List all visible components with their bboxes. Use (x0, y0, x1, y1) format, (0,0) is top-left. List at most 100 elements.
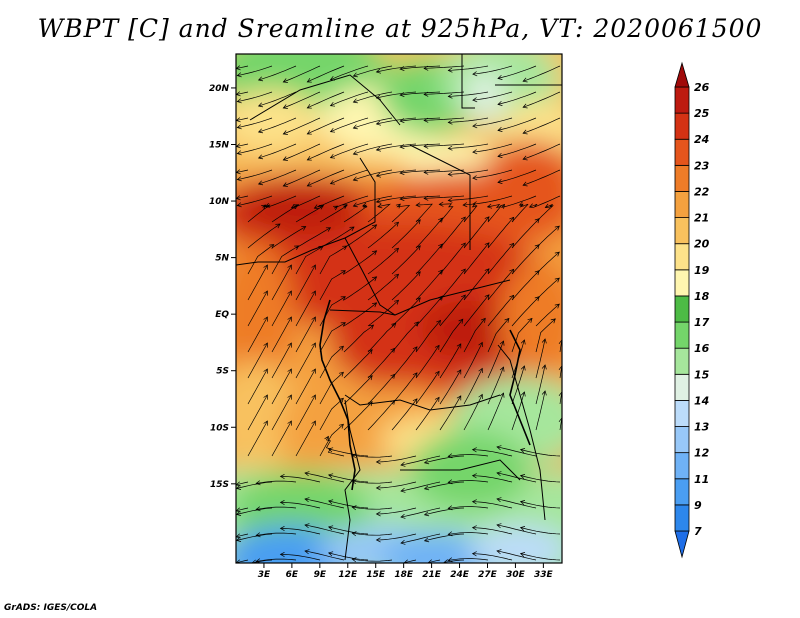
streamline (295, 264, 316, 301)
streamline (448, 91, 489, 97)
streamline-arrow (352, 72, 358, 78)
streamline (353, 65, 393, 77)
streamline-arrow (496, 497, 502, 503)
streamline-arrow (413, 321, 419, 327)
streamline-arrow (352, 150, 358, 156)
streamline (367, 299, 399, 327)
x-axis: 3E 6E 9E 12E 15E 18E 21E 24E 27E 30E 33E (258, 563, 554, 580)
streamline (367, 374, 395, 405)
streamline-arrow (349, 226, 355, 232)
streamline-arrow (471, 525, 477, 531)
streamline (295, 420, 316, 457)
streamline-arrow (236, 202, 242, 208)
streamline-arrow (486, 203, 493, 209)
streamline (295, 368, 316, 405)
streamline (236, 195, 249, 199)
streamline (391, 346, 418, 379)
streamline (463, 268, 490, 301)
streamline-arrow (328, 525, 334, 531)
streamline-arrow (554, 251, 560, 257)
streamline-arrow (263, 368, 268, 374)
streamline-arrow (290, 203, 297, 209)
streamline-arrow (522, 181, 528, 187)
x-tick-label: 9E (314, 570, 327, 580)
streamline (236, 481, 249, 486)
colorbar-label: 21 (694, 212, 709, 225)
streamline-arrow (394, 273, 400, 279)
streamline (439, 369, 462, 405)
streamline-arrow (394, 221, 400, 227)
colorbar-bin (674, 86, 690, 114)
streamline (439, 268, 466, 301)
streamline (500, 195, 537, 209)
streamline (391, 203, 411, 223)
colorbar-label: 26 (694, 81, 710, 94)
streamline (535, 203, 554, 223)
streamline (343, 250, 377, 275)
streamline (367, 273, 399, 301)
streamline-arrow (471, 447, 477, 453)
streamline (304, 498, 345, 509)
colorbar-label: 15 (694, 368, 710, 381)
streamline (343, 324, 374, 353)
streamline-arrow (497, 101, 503, 106)
streamline-arrow (329, 153, 336, 159)
streamline (496, 550, 537, 561)
streamline (428, 559, 441, 563)
streamline (236, 533, 273, 541)
streamline (472, 449, 513, 457)
streamline (330, 91, 369, 107)
streamline-arrow (294, 245, 300, 250)
streamline-arrow (325, 227, 332, 232)
streamline-arrow (399, 66, 405, 72)
streamline (319, 423, 344, 457)
streamline (487, 243, 514, 275)
streamline (496, 446, 537, 457)
streamline (247, 264, 268, 301)
streamline-arrow (352, 124, 358, 130)
streamline-arrow (257, 154, 264, 160)
streamline (271, 394, 292, 431)
streamline-arrow (522, 103, 528, 109)
colorbar-bin (674, 347, 690, 375)
streamline (343, 375, 373, 405)
streamline-arrow (306, 181, 312, 187)
streamline (391, 372, 418, 405)
streamline-arrow (423, 169, 429, 175)
streamline (520, 501, 561, 509)
streamline-arrow (399, 118, 405, 124)
streamline (236, 559, 249, 563)
streamline-arrow (423, 459, 430, 465)
streamline (487, 203, 502, 223)
x-tick-label: 33E (534, 570, 554, 580)
streamline (472, 65, 513, 75)
colorbar-label: 9 (694, 499, 702, 512)
streamline-arrow (499, 366, 505, 372)
grads-credit: GrADS: IGES/COLA (4, 603, 98, 613)
streamline-arrow (400, 513, 406, 519)
streamline (497, 117, 537, 131)
streamline (511, 270, 540, 301)
streamline-arrow (438, 201, 444, 207)
streamline (400, 195, 441, 200)
streamline-arrow (263, 394, 268, 400)
streamline-arrow (375, 459, 381, 465)
streamline-arrow (257, 128, 264, 134)
streamline (271, 290, 292, 327)
streamline-arrow (329, 179, 336, 185)
streamline-arrow (471, 551, 477, 557)
streamline (271, 420, 292, 457)
streamline-arrow (301, 226, 307, 231)
streamline (424, 455, 465, 464)
streamline-arrow (338, 345, 344, 351)
streamline-arrow (447, 197, 453, 203)
streamline (367, 203, 391, 223)
streamline-arrow (434, 396, 440, 402)
streamline-arrow (351, 505, 357, 511)
streamline-arrow (261, 204, 267, 210)
streamline-arrow (522, 129, 528, 135)
streamline-arrow (279, 473, 285, 480)
streamline (511, 391, 525, 431)
streamline-arrow (282, 130, 288, 135)
streamline (295, 342, 316, 379)
